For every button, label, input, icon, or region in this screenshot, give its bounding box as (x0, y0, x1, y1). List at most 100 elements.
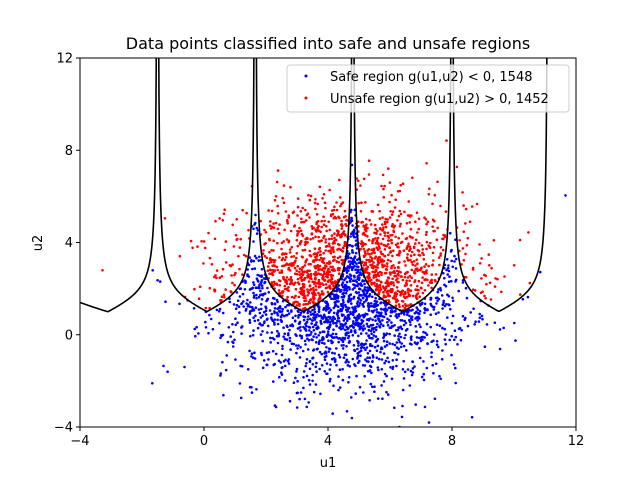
unsafe-point (339, 204, 342, 208)
safe-point (318, 350, 322, 354)
unsafe-point (374, 227, 378, 231)
safe-point (370, 332, 373, 336)
unsafe-point (286, 288, 289, 292)
safe-point (419, 302, 423, 306)
safe-point (350, 218, 353, 222)
safe-point (345, 333, 348, 336)
safe-point (396, 353, 400, 356)
safe-point (299, 329, 302, 332)
safe-point (266, 297, 270, 301)
safe-point (410, 373, 414, 377)
safe-point (421, 338, 424, 341)
safe-point (353, 322, 357, 326)
unsafe-point (321, 260, 324, 263)
unsafe-point (406, 276, 410, 279)
boundary-segment (452, 58, 548, 313)
safe-point (252, 316, 255, 320)
safe-point (369, 365, 373, 369)
safe-point (347, 315, 350, 319)
unsafe-point (311, 237, 315, 240)
safe-point (397, 337, 400, 341)
unsafe-point (223, 208, 226, 211)
safe-point (354, 290, 358, 294)
unsafe-point (262, 249, 265, 252)
unsafe-point (235, 238, 238, 242)
safe-point (415, 330, 418, 334)
safe-point (352, 295, 356, 299)
unsafe-point (203, 246, 207, 250)
safe-point (347, 376, 351, 379)
unsafe-point (394, 304, 398, 308)
safe-point (341, 347, 345, 350)
safe-point (363, 374, 367, 378)
unsafe-point (324, 264, 327, 267)
unsafe-point (374, 255, 378, 258)
unsafe-point (259, 219, 263, 223)
safe-point (292, 381, 296, 385)
safe-point (380, 346, 383, 349)
unsafe-point (387, 276, 391, 280)
unsafe-point (322, 292, 325, 295)
safe-point (264, 306, 268, 310)
unsafe-point (327, 279, 330, 282)
unsafe-point (485, 282, 488, 286)
safe-point (371, 310, 375, 314)
safe-point (366, 325, 370, 328)
unsafe-point (189, 239, 193, 243)
safe-point (441, 303, 445, 307)
safe-point (243, 288, 247, 291)
safe-point (305, 334, 309, 337)
safe-point (324, 300, 327, 304)
unsafe-point (200, 240, 203, 243)
unsafe-point (430, 286, 433, 290)
safe-point (423, 308, 427, 312)
safe-point (341, 378, 345, 382)
safe-point (399, 335, 403, 339)
safe-point (209, 317, 213, 321)
unsafe-point (337, 247, 341, 251)
safe-point (279, 361, 283, 364)
unsafe-point (335, 234, 339, 237)
unsafe-point (323, 278, 327, 282)
safe-point (380, 358, 384, 361)
safe-point (353, 260, 357, 264)
unsafe-point (265, 256, 269, 260)
safe-point (362, 391, 365, 394)
unsafe-point (338, 255, 342, 258)
safe-point (329, 320, 332, 324)
safe-point (406, 311, 409, 315)
safe-point (315, 321, 318, 324)
unsafe-point (231, 223, 234, 227)
unsafe-point (430, 278, 434, 282)
safe-point (345, 317, 348, 321)
unsafe-point (289, 229, 293, 233)
safe-point (348, 286, 351, 289)
unsafe-point (306, 302, 310, 306)
safe-point (260, 279, 264, 282)
safe-point (308, 359, 312, 363)
unsafe-point (387, 167, 390, 170)
safe-point (322, 308, 325, 311)
safe-point (253, 319, 257, 323)
safe-point (502, 326, 506, 330)
unsafe-point (382, 290, 385, 294)
safe-point (255, 293, 258, 297)
safe-point (365, 295, 368, 298)
unsafe-point (406, 288, 410, 292)
safe-point (401, 319, 404, 322)
safe-point (257, 295, 261, 299)
unsafe-point (333, 232, 336, 235)
unsafe-point (295, 252, 299, 255)
safe-point (365, 346, 369, 349)
safe-point (422, 360, 425, 363)
unsafe-point (362, 241, 365, 245)
y-tick-label: −4 (54, 421, 73, 436)
safe-point (451, 296, 454, 300)
unsafe-point (317, 239, 321, 243)
unsafe-point (357, 201, 360, 205)
safe-point (446, 266, 450, 270)
safe-point (251, 333, 255, 337)
safe-point (249, 301, 252, 304)
safe-point (255, 286, 259, 290)
unsafe-point (425, 247, 428, 251)
